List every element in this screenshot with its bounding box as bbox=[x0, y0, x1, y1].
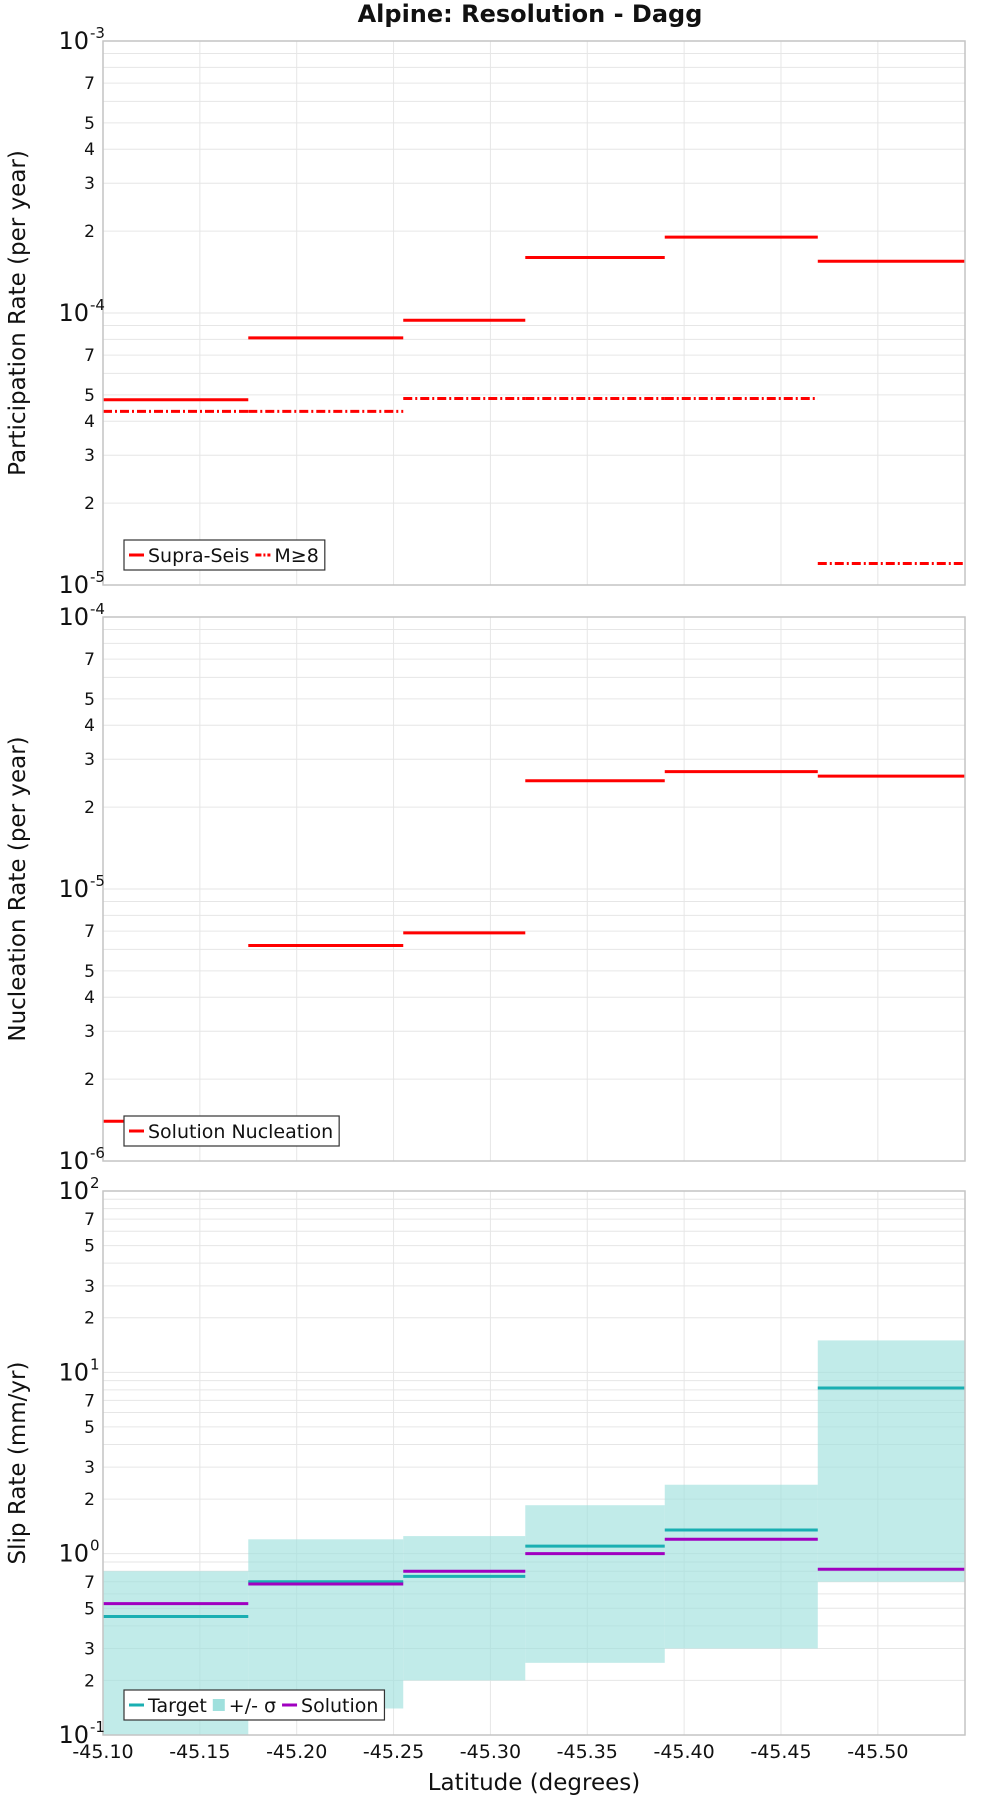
legend-label: +/- σ bbox=[229, 1695, 276, 1717]
y-minor-tick-label: 2 bbox=[84, 1309, 95, 1329]
legend-label: Solution bbox=[301, 1695, 378, 1717]
y-minor-tick-label: 4 bbox=[84, 412, 95, 432]
y-minor-tick-label: 7 bbox=[84, 1391, 95, 1411]
y-minor-tick-label: 7 bbox=[84, 74, 95, 94]
y-major-tick-label: 10 bbox=[58, 603, 89, 631]
y-major-tick-label: 10 bbox=[58, 875, 89, 903]
y-major-tick-exponent: -4 bbox=[90, 600, 105, 618]
x-tick-label: -45.30 bbox=[460, 1741, 521, 1763]
y-minor-tick-label: 2 bbox=[84, 1671, 95, 1691]
y-minor-tick-label: 2 bbox=[84, 494, 95, 514]
legend-box bbox=[123, 1115, 340, 1147]
y-major-tick-label: 10 bbox=[58, 1721, 89, 1749]
y-major-tick-label: 10 bbox=[58, 1358, 89, 1386]
y-minor-tick-label: 5 bbox=[84, 1237, 95, 1257]
chart-title: Alpine: Resolution - Dagg bbox=[358, 0, 703, 28]
x-tick-label: -45.35 bbox=[557, 1741, 618, 1763]
y-minor-tick-label: 5 bbox=[84, 962, 95, 982]
nucleation-legend: Solution Nucleation bbox=[123, 1115, 340, 1147]
y-major-tick-exponent: 0 bbox=[90, 1537, 100, 1555]
y-minor-tick-label: 5 bbox=[84, 1418, 95, 1438]
legend-swatch bbox=[212, 1699, 225, 1711]
y-major-tick-exponent: -4 bbox=[90, 296, 105, 314]
sigma-band-segment bbox=[248, 1539, 404, 1709]
x-axis-label: Latitude (degrees) bbox=[428, 1770, 641, 1796]
y-major-tick-exponent: -5 bbox=[90, 872, 105, 890]
y-minor-tick-label: 7 bbox=[84, 346, 95, 366]
legend-box bbox=[123, 539, 326, 571]
y-minor-tick-label: 3 bbox=[84, 750, 95, 770]
x-tick-label: -45.15 bbox=[169, 1741, 230, 1763]
legend-box bbox=[123, 1689, 386, 1721]
legend-label: Solution Nucleation bbox=[148, 1121, 333, 1143]
y-minor-tick-label: 4 bbox=[84, 716, 95, 736]
plot-frame bbox=[102, 40, 966, 586]
y-minor-tick-label: 7 bbox=[84, 1210, 95, 1230]
y-major-tick-exponent: 2 bbox=[90, 1174, 100, 1192]
y-minor-tick-label: 5 bbox=[84, 114, 95, 134]
y-major-tick-exponent: -6 bbox=[90, 1144, 105, 1162]
y-minor-tick-label: 3 bbox=[84, 1022, 95, 1042]
y-minor-tick-label: 7 bbox=[84, 922, 95, 942]
y-minor-tick-label: 3 bbox=[84, 1639, 95, 1659]
x-tick-label: -45.45 bbox=[750, 1741, 811, 1763]
sigma-band-segment bbox=[817, 1340, 965, 1582]
y-minor-tick-label: 5 bbox=[84, 690, 95, 710]
slip-legend: Target +/- σ Solution bbox=[123, 1689, 386, 1721]
plot-frame bbox=[102, 616, 966, 1162]
y-axis-label: Participation Rate (per year) bbox=[5, 150, 31, 476]
y-major-tick-exponent: -5 bbox=[90, 568, 105, 586]
y-minor-tick-label: 3 bbox=[84, 174, 95, 194]
y-minor-tick-label: 2 bbox=[84, 222, 95, 242]
y-minor-tick-label: 5 bbox=[84, 386, 95, 406]
legend-label: Target bbox=[147, 1695, 207, 1717]
y-axis-label: Nucleation Rate (per year) bbox=[5, 736, 31, 1041]
legend-label: M≥8 bbox=[274, 545, 318, 567]
sigma-band-segment bbox=[664, 1484, 818, 1649]
sigma-band-segment bbox=[403, 1536, 526, 1681]
x-tick-label: -45.40 bbox=[653, 1741, 714, 1763]
y-major-tick-label: 10 bbox=[58, 571, 89, 599]
y-minor-tick-label: 7 bbox=[84, 650, 95, 670]
x-tick-label: -45.10 bbox=[72, 1741, 133, 1763]
y-minor-tick-label: 3 bbox=[84, 1458, 95, 1478]
y-minor-tick-label: 2 bbox=[84, 1490, 95, 1510]
y-minor-tick-label: 2 bbox=[84, 798, 95, 818]
y-major-tick-label: 10 bbox=[58, 1147, 89, 1175]
y-minor-tick-label: 3 bbox=[84, 1277, 95, 1297]
y-minor-tick-label: 4 bbox=[84, 988, 95, 1008]
y-minor-tick-label: 5 bbox=[84, 1599, 95, 1619]
y-minor-tick-label: 7 bbox=[84, 1573, 95, 1593]
y-minor-tick-label: 3 bbox=[84, 446, 95, 466]
y-major-tick-label: 10 bbox=[58, 299, 89, 327]
x-tick-label: -45.25 bbox=[363, 1741, 424, 1763]
y-major-tick-exponent: -1 bbox=[90, 1718, 105, 1736]
sigma-band-segment bbox=[525, 1505, 665, 1663]
y-major-tick-label: 10 bbox=[58, 27, 89, 55]
x-tick-label: -45.20 bbox=[266, 1741, 327, 1763]
y-axis-label: Slip Rate (mm/yr) bbox=[5, 1362, 31, 1565]
y-major-tick-label: 10 bbox=[58, 1177, 89, 1205]
y-minor-tick-label: 4 bbox=[84, 140, 95, 160]
participation-legend: Supra-Seis M≥8 bbox=[123, 539, 326, 571]
legend-label: Supra-Seis bbox=[148, 545, 249, 567]
plot-frame bbox=[102, 1190, 966, 1736]
y-major-tick-label: 10 bbox=[58, 1540, 89, 1568]
y-major-tick-exponent: 1 bbox=[90, 1355, 100, 1373]
y-major-tick-exponent: -3 bbox=[90, 24, 105, 42]
y-minor-tick-label: 2 bbox=[84, 1070, 95, 1090]
x-tick-label: -45.50 bbox=[847, 1741, 908, 1763]
